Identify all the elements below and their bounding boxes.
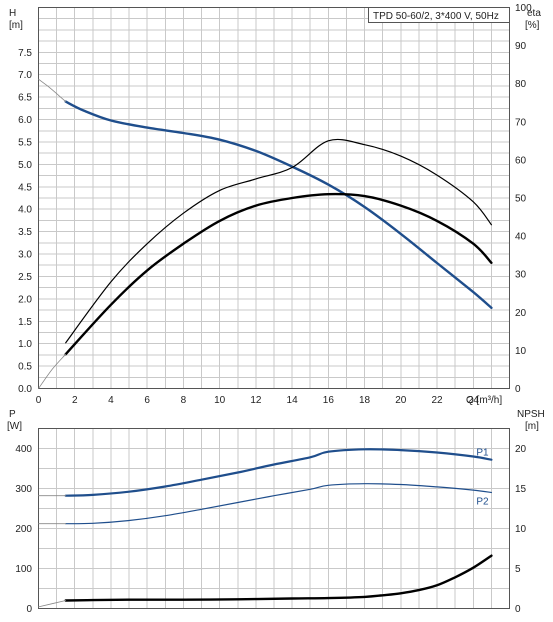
series-eta-extrapolated-line [38,353,67,389]
lower-series-labels: P1 P2 [476,448,489,508]
series-npsh-line [64,554,493,602]
h-tick-label: 6.0 [18,115,32,126]
h-tick-label: 4.5 [18,182,32,193]
h-tick-label: 7.5 [18,48,32,59]
q-tick-label: 20 [395,395,407,406]
upper-left-axis-unit: [m] [9,20,23,31]
h-tick-label: 2.5 [18,272,32,283]
p-tick-label: 300 [15,484,32,495]
h-tick-label: 4.0 [18,205,32,216]
series-p1-line [64,448,493,497]
series-eta-pump-line [65,138,492,344]
eta-tick-label: 0 [515,384,521,395]
q-tick-label: 16 [323,395,335,406]
eta-tick-label: 30 [515,270,527,281]
q-tick-label: 0 [36,395,42,406]
npsh-tick-label: 5 [515,564,521,575]
h-tick-label: 0.0 [18,384,32,395]
upper-right-axis-unit: [%] [525,20,540,31]
q-tick-label: 18 [359,395,371,406]
p-tick-label: 400 [15,444,32,455]
series-npsh-extrapolated-line [38,600,67,608]
series-p2-line [65,483,492,525]
npsh-tick-label: 20 [515,444,527,455]
q-tick-label: 12 [250,395,262,406]
eta-tick-label: 20 [515,308,527,319]
upper-series [38,78,493,389]
lower-right-axis-title: NPSH [517,409,545,420]
lower-right-ticks: 0 5 10 15 20 [515,444,527,615]
legend-box [368,7,510,23]
npsh-tick-label: 15 [515,484,527,495]
lower-grid [38,428,510,609]
lower-left-ticks: 0 100 200 300 400 [15,444,32,615]
lower-right-axis-unit: [m] [525,421,539,432]
series-h-line [64,100,493,309]
h-tick-label: 0.5 [18,362,32,373]
q-tick-label: 4 [108,395,114,406]
h-tick-label: 3.5 [18,227,32,238]
lower-series [38,448,493,608]
h-tick-label: 5.5 [18,137,32,148]
eta-tick-label: 50 [515,194,527,205]
eta-tick-label: 10 [515,346,527,357]
upper-left-ticks: 0.0 0.5 1.0 1.5 2.0 2.5 3.0 3.5 4.0 4.5 5.0 5.5 6.0 6… [18,48,32,395]
lower-left-axis-unit: [W] [7,421,22,432]
h-tick-label: 1.5 [18,317,32,328]
lower-chart: P [W] NPSH [m] 0 100 200 300 400 0 5 10 15 20 P1… [7,409,545,615]
upper-chart: H [m] eta [%] TPD 50-60/2, 3*400 V, 50Hz… [9,3,541,406]
upper-grid [38,7,510,389]
npsh-tick-label: 0 [515,604,521,615]
p-tick-label: 100 [15,564,32,575]
lower-left-axis-title: P [9,409,16,420]
h-tick-label: 6.5 [18,93,32,104]
q-tick-label: 22 [431,395,443,406]
eta-tick-label: 80 [515,79,527,90]
q-tick-label: 2 [72,395,78,406]
x-axis-label: Q [m³/h] [466,395,502,406]
eta-tick-label: 40 [515,232,527,243]
upper-x-ticks: 0 2 4 6 8 10 12 14 16 18 20 22 24 [36,395,480,406]
eta-tick-label: 90 [515,41,527,52]
q-tick-label: 8 [181,395,187,406]
series-label-p2: P2 [476,497,489,508]
q-tick-label: 6 [144,395,150,406]
h-tick-label: 5.0 [18,160,32,171]
q-tick-label: 10 [214,395,226,406]
q-tick-label: 24 [468,395,480,406]
eta-tick-label: 70 [515,117,527,128]
series-eta-total-line [64,192,493,356]
eta-tick-label: 100 [515,3,532,14]
p-tick-label: 0 [26,604,32,615]
eta-tick-label: 60 [515,155,527,166]
p-tick-label: 200 [15,524,32,535]
lower-plot-frame [38,428,510,609]
npsh-tick-label: 10 [515,524,527,535]
series-label-p1: P1 [476,448,489,459]
h-tick-label: 2.0 [18,294,32,305]
series-h-extrapolated-line [38,78,67,102]
upper-plot-frame [38,7,510,389]
q-tick-label: 14 [287,395,299,406]
upper-left-axis-title: H [9,8,16,19]
h-tick-label: 1.0 [18,339,32,350]
upper-right-ticks: 0 10 20 30 40 50 60 70 80 90 100 [515,3,532,395]
legend-label: TPD 50-60/2, 3*400 V, 50Hz [373,11,499,22]
upper-right-axis-title: eta [527,8,541,19]
h-tick-label: 7.0 [18,70,32,81]
h-tick-label: 3.0 [18,250,32,261]
